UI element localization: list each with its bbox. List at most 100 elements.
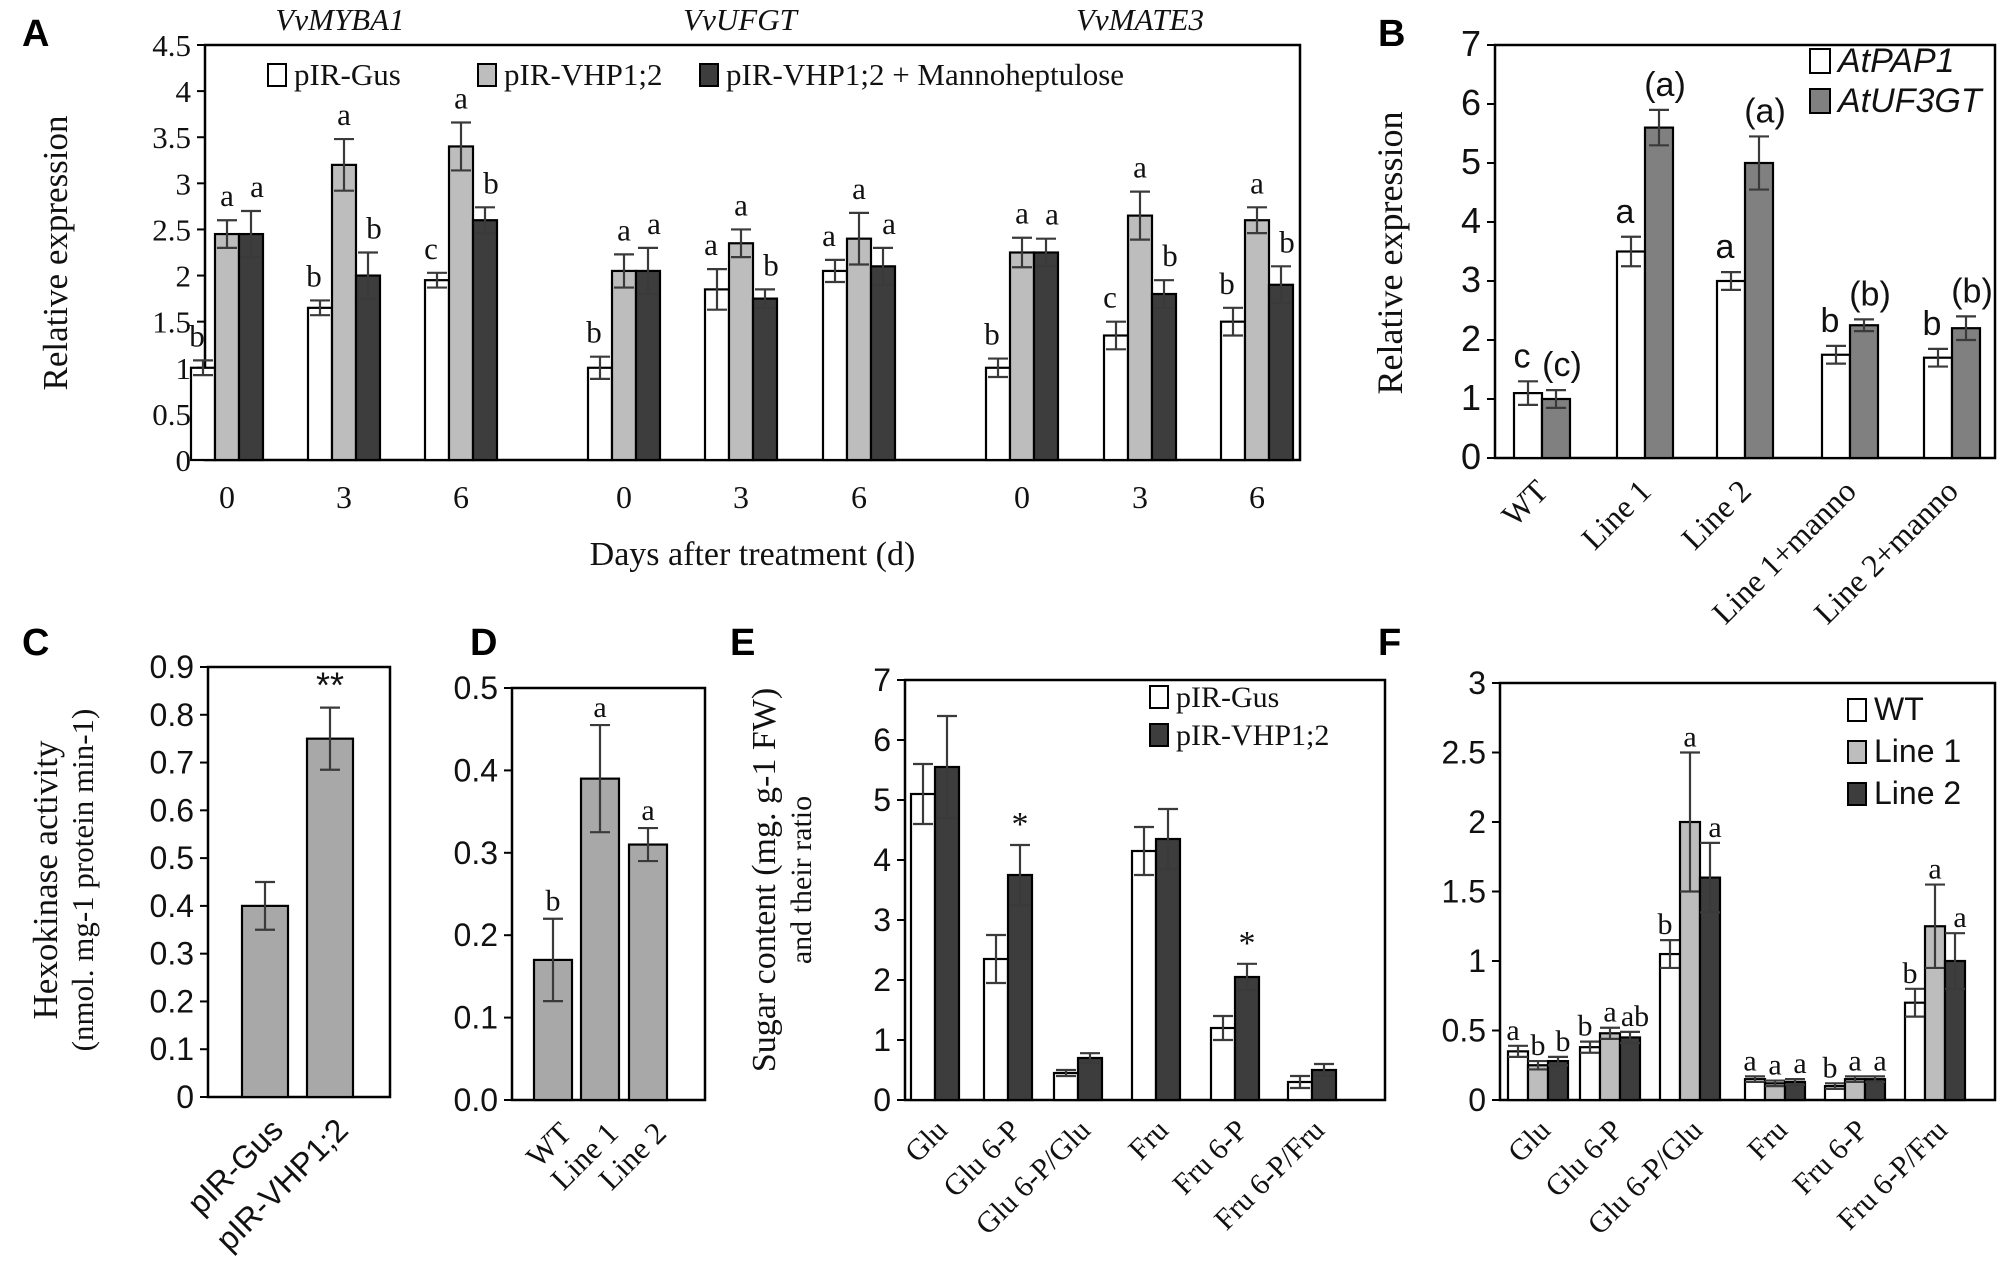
legend-swatch [1847,698,1867,722]
significance-label: a [1716,228,1735,266]
significance-label: b [586,315,602,350]
bar-pIR-VHP1;2-3 [1126,214,1154,462]
significance-label: b [1556,1025,1571,1058]
legend-label: pIR-VHP1;2 + Mannoheptulose [726,57,1124,92]
y-tick-label: 0.9 [150,649,194,685]
y-tick-label: 0.4 [454,752,498,788]
y-tick-label: 0 [176,443,192,478]
bar-pIR-Gus-0 [189,366,217,462]
significance-label: a [1743,1044,1756,1077]
significance-label: a [734,187,748,222]
legend-swatch [1149,723,1169,747]
bar-pIR-Gus-6 [821,269,849,462]
x-tick-label: Glu [1502,1114,1557,1169]
y-tick-label: 1.5 [152,305,191,340]
x-tick-label: Fru [1741,1114,1794,1167]
significance-label: (a) [1744,92,1786,130]
bar-pIR-VHP1;2 + Mannoheptulose-6 [1267,283,1295,462]
y-tick-label: 3 [873,902,891,938]
bar-AtPAP1-Line 2+manno [1922,356,1954,460]
y-tick-label: 2 [1468,804,1486,840]
significance-label: a [1045,197,1059,232]
significance-label: a [647,206,661,241]
bar-pIR-VHP1;2-0 [610,269,638,462]
significance-label: a [593,691,606,724]
x-tick-label: 0 [1014,479,1030,515]
x-tick-label: 6 [453,479,469,515]
bar-AtPAP1-Line 1 [1615,250,1647,460]
bar-WT-Glu 6-P [1578,1046,1602,1102]
y-tick-label: 1 [873,1022,891,1058]
significance-label: c [1103,280,1117,315]
x-tick-label: Line 1 [1574,472,1658,556]
significance-label: a [337,97,351,132]
significance-label: b [984,317,1000,352]
legend-label: pIR-VHP1;2 [1176,719,1329,752]
bar-pIR-VHP1;2-0 [1008,251,1036,462]
bar-activity-pIR-VHP1;2 [305,737,355,1099]
bar-pIR-VHP1;2 + Mannoheptulose-6 [471,219,499,462]
y-tick-label: 6 [1461,82,1481,123]
significance-label: b [306,258,322,293]
y-tick-label: 0.3 [150,936,194,972]
significance-label: a [1953,901,1966,934]
panel-letter-c: C [22,622,49,664]
significance-label: b [763,247,779,282]
y-axis-label: Hexokinase activity [26,740,65,1019]
bar-pIR-Gus-3 [306,306,334,462]
y-tick-label: 1.5 [1442,874,1486,910]
significance-label: (c) [1542,346,1582,384]
legend-label: pIR-Gus [294,57,401,92]
bar-pIR-VHP1;2-Fru 6-P [1233,975,1261,1102]
bar-pIR-Gus-Glu [909,792,937,1102]
legend-swatch [267,63,287,87]
significance-label: * [1012,806,1029,843]
significance-label: a [250,169,264,204]
significance-label: b [1903,957,1918,990]
significance-label: b [1578,1010,1593,1043]
y-tick-label: 0.2 [150,983,194,1019]
y-tick-label: 0.5 [454,670,498,706]
bar-pIR-VHP1;2 + Mannoheptulose-3 [354,274,382,462]
bar-activity-WT [532,958,574,1102]
legend-swatch [477,63,497,87]
y-tick-label: 3.5 [152,120,191,155]
significance-label: (b) [1951,272,1993,310]
y-tick-label: 3 [1468,665,1486,701]
y-tick-label: 0.1 [454,1000,498,1036]
x-tick-label: Fru [1122,1114,1175,1167]
y-tick-label: 4 [176,74,192,109]
panel-letter-d: D [470,622,497,664]
bar-pIR-Gus-3 [1102,334,1130,462]
significance-label: b [189,318,205,353]
significance-label: a [1873,1044,1886,1077]
bar-AtUF3GT-Line 1 [1643,126,1675,460]
y-tick-label: 4 [873,842,891,878]
panel-letter-a: A [22,13,49,55]
bar-pIR-Gus-0 [984,366,1012,462]
x-tick-label: 0 [616,479,632,515]
y-tick-label: 0 [176,1079,194,1115]
y-tick-label: 7 [873,662,891,698]
legend-label: Line 1 [1874,733,1961,769]
bar-AtUF3GT-Line 2 [1743,161,1775,460]
y-tick-label: 1 [1461,377,1481,418]
y-axis-label: Relative expression [36,115,75,390]
gene-title: VvUFGT [683,2,799,37]
bar-Line 1-Glu 6-P [1598,1032,1622,1102]
significance-label: c [424,231,438,266]
significance-label: a [1133,150,1147,185]
significance-label: a [1603,996,1616,1029]
y-tick-label: 0.4 [150,888,194,924]
legend-label: AtUF3GT [1836,82,1984,120]
bar-pIR-VHP1;2-Glu 6-P [1006,873,1034,1102]
significance-label: * [1239,925,1256,962]
x-tick-label: 3 [1132,479,1148,515]
y-tick-label: 0 [1461,436,1481,477]
bar-pIR-Gus-Fru [1130,849,1158,1102]
significance-label: a [1793,1047,1806,1080]
significance-label: b [483,165,499,200]
bar-AtUF3GT-Line 1+manno [1848,324,1880,460]
bar-pIR-VHP1;2 + Mannoheptulose-0 [634,269,662,462]
